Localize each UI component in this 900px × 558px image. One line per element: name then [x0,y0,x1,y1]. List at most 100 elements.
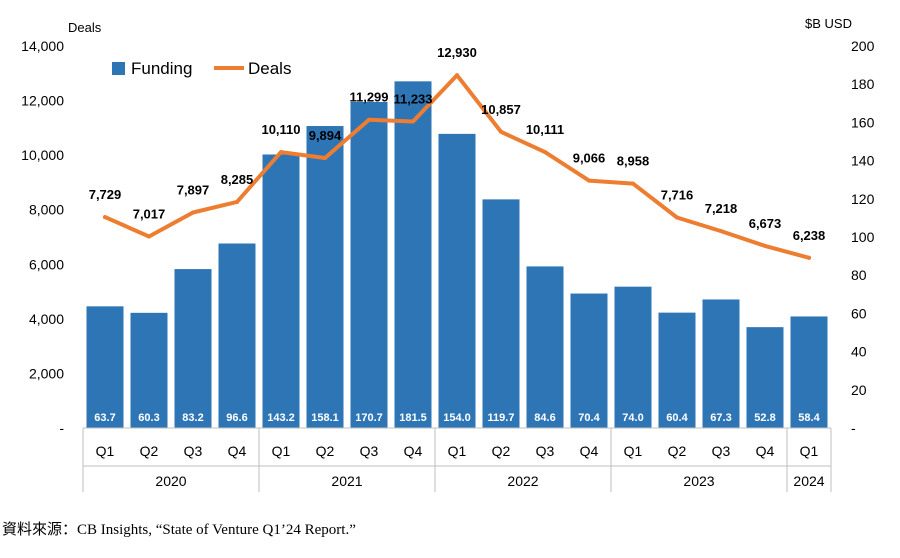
funding-value-label: 60.3 [138,412,159,424]
deals-point [499,129,503,134]
funding-bar [570,293,608,428]
funding-bar [438,133,476,429]
deals-point [587,178,591,183]
deals-value-label: 11,299 [349,90,388,105]
funding-bar [526,266,564,428]
x-quarter-label: Q2 [492,443,511,459]
deals-value-label: 9,066 [573,151,606,166]
funding-value-label: 52.8 [754,412,775,424]
deals-value-label: 9,894 [309,128,342,143]
x-quarter-label: Q3 [536,443,555,459]
funding-bar [746,327,784,428]
y-left-tick-label: 4,000 [29,311,64,327]
funding-bar [614,286,652,428]
x-quarter-label: Q1 [448,443,467,459]
x-quarter-label: Q1 [272,443,291,459]
deals-point [235,199,239,204]
legend-deals-label: Deals [248,59,291,78]
x-quarter-label: Q2 [316,443,335,459]
funding-bar [350,101,388,428]
deals-point [719,229,723,234]
deals-value-label: 11,233 [393,91,432,106]
deals-value-label: 12,930 [437,45,477,60]
y-right-tick-label: 20 [851,382,867,398]
y-right-tick-label: 100 [851,229,875,245]
legend-funding-swatch [112,62,125,75]
funding-value-label: 58.4 [798,412,820,424]
funding-bar [174,269,212,428]
funding-value-label: 154.0 [443,412,471,424]
x-quarter-label: Q1 [800,443,819,459]
y-left-tick-label: 14,000 [21,38,64,54]
y-left-tick-label: 10,000 [21,147,64,163]
y-right-tick-label: 180 [851,76,875,92]
y-left-axis-title: Deals [68,20,102,35]
x-quarter-label: Q4 [756,443,775,459]
deals-value-label: 8,285 [221,172,254,187]
funding-value-label: 70.4 [578,412,600,424]
funding-bar [262,154,300,428]
deals-value-label: 7,017 [133,207,166,222]
y-left-tick-label: 12,000 [21,93,64,109]
deals-point [631,181,635,186]
x-quarter-label: Q3 [712,443,731,459]
funding-value-label: 67.3 [710,412,731,424]
y-right-tick-label: 80 [851,267,867,283]
funding-bar [790,316,828,428]
y-left-tick-label: 8,000 [29,202,64,218]
x-quarter-label: Q3 [184,443,203,459]
funding-bar [306,126,344,429]
deals-point [543,150,547,155]
deals-point [103,215,107,220]
x-year-label: 2020 [155,473,186,489]
funding-value-label: 63.7 [94,412,115,424]
y-right-tick-label: 160 [851,114,875,130]
deals-value-label: 10,857 [481,102,521,117]
funding-value-label: 84.6 [534,412,555,424]
funding-bar [482,199,520,428]
y-right-tick-label: 200 [851,38,875,54]
deals-point [191,210,195,215]
deals-point [455,73,459,78]
deals-value-label: 7,716 [661,187,694,202]
source-note: 資料來源：CB Insights, “State of Venture Q1’2… [2,522,356,538]
funding-bar [394,81,432,429]
legend-funding-label: Funding [131,59,192,78]
funding-value-label: 119.7 [488,412,515,424]
deals-value-label: 7,729 [89,187,122,202]
x-quarter-label: Q4 [404,443,423,459]
deals-point [807,255,811,260]
deals-point [367,117,371,122]
funding-value-label: 158.1 [311,412,339,424]
x-year-label: 2022 [507,473,538,489]
funding-value-label: 181.5 [399,412,427,424]
x-quarter-label: Q4 [580,443,599,459]
y-right-tick-label: 60 [851,305,867,321]
deals-point [147,234,151,239]
deals-value-label: 10,111 [526,122,564,137]
x-quarter-label: Q2 [668,443,687,459]
deals-point [411,119,415,124]
y-left-tick-label: - [59,420,64,436]
funding-bar [86,306,124,428]
x-quarter-label: Q3 [360,443,379,459]
y-left-tick-label: 6,000 [29,256,64,272]
deals-value-label: 7,218 [705,201,738,216]
funding-value-label: 96.6 [226,412,247,424]
deals-point [323,156,327,161]
y-right-tick-label: 120 [851,191,875,207]
funding-value-label: 60.4 [666,412,688,424]
x-quarter-label: Q1 [624,443,643,459]
x-quarter-label: Q4 [228,443,247,459]
y-left-tick-label: 2,000 [29,365,64,381]
deals-point [279,150,283,155]
funding-bar [218,243,256,428]
funding-value-label: 74.0 [622,412,643,424]
x-quarter-label: Q1 [96,443,115,459]
deals-point [675,215,679,220]
funding-bar [702,299,740,428]
deals-point [763,243,767,248]
funding-bar [130,312,168,428]
x-year-label: 2024 [793,473,824,489]
